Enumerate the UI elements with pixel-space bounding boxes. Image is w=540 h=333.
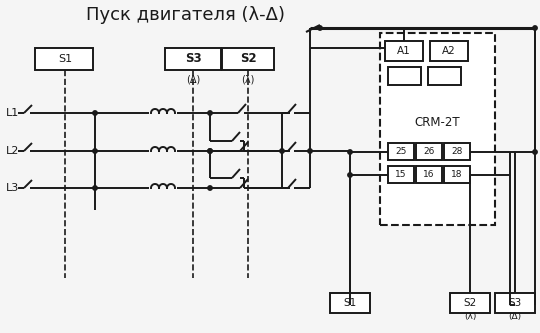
Text: S3: S3 — [508, 298, 522, 308]
Text: (Δ): (Δ) — [186, 75, 200, 85]
Bar — [416, 143, 442, 160]
Text: CRM-2T: CRM-2T — [414, 117, 460, 130]
Bar — [428, 67, 461, 85]
Bar — [380, 33, 495, 225]
Circle shape — [533, 26, 537, 30]
Circle shape — [93, 111, 97, 115]
Bar — [450, 293, 490, 313]
Text: L1: L1 — [6, 108, 19, 118]
Bar — [388, 67, 421, 85]
Text: S1: S1 — [343, 298, 356, 308]
Text: (λ): (λ) — [241, 75, 255, 85]
Bar — [444, 166, 470, 183]
Circle shape — [208, 111, 212, 115]
Text: L2: L2 — [6, 146, 19, 156]
Text: S1: S1 — [58, 54, 72, 64]
Text: 15: 15 — [395, 170, 407, 179]
Text: S2: S2 — [240, 53, 256, 66]
Bar — [385, 41, 423, 61]
Bar — [222, 48, 274, 70]
Bar — [444, 143, 470, 160]
Circle shape — [208, 149, 212, 153]
Text: L3: L3 — [6, 183, 19, 193]
Bar — [388, 166, 414, 183]
Circle shape — [93, 149, 97, 153]
Text: (λ): (λ) — [464, 311, 476, 320]
Text: 16: 16 — [423, 170, 435, 179]
Bar — [495, 293, 535, 313]
Text: Пуск двигателя (λ-Δ): Пуск двигателя (λ-Δ) — [85, 6, 285, 24]
Circle shape — [208, 149, 212, 153]
Bar — [330, 293, 370, 313]
Text: S3: S3 — [185, 53, 201, 66]
Text: (Δ): (Δ) — [509, 311, 522, 320]
Text: A2: A2 — [442, 46, 456, 56]
Circle shape — [533, 150, 537, 154]
Text: 26: 26 — [423, 147, 435, 156]
Text: 28: 28 — [451, 147, 463, 156]
Bar — [165, 48, 221, 70]
Circle shape — [348, 150, 352, 154]
Bar — [35, 48, 93, 70]
Circle shape — [280, 149, 284, 153]
Circle shape — [93, 186, 97, 190]
Circle shape — [318, 26, 322, 30]
Bar — [430, 41, 468, 61]
Text: S2: S2 — [463, 298, 477, 308]
Circle shape — [308, 149, 312, 153]
Text: A1: A1 — [397, 46, 411, 56]
Bar — [388, 143, 414, 160]
Circle shape — [348, 173, 352, 177]
Text: 18: 18 — [451, 170, 463, 179]
Bar — [416, 166, 442, 183]
Text: 25: 25 — [395, 147, 407, 156]
Circle shape — [208, 186, 212, 190]
